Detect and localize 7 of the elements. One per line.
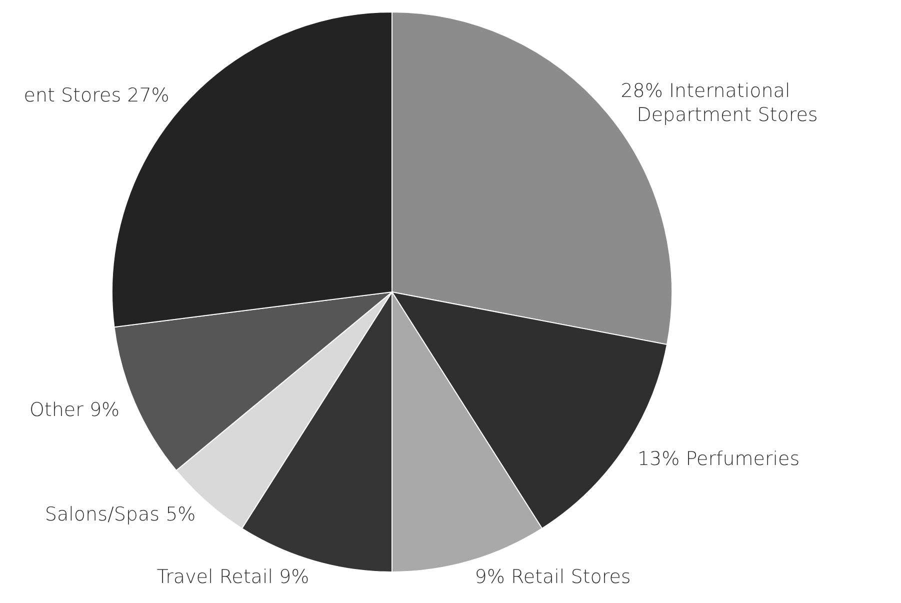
slice-label: ent Stores 27% (24, 84, 170, 107)
slice-label: Other 9% (29, 398, 120, 421)
slice-label: 28% International Department Stores (620, 80, 818, 126)
slice-label: 9% Retail Stores (474, 566, 631, 588)
slice-label: Travel Retail 9% (156, 566, 310, 588)
slice-label: Salons/Spas 5% (44, 504, 196, 526)
slice-label: 13% Perfumeries (637, 448, 800, 470)
